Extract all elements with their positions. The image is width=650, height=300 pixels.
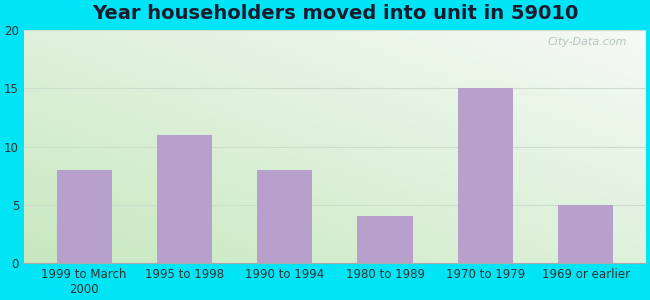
Title: Year householders moved into unit in 59010: Year householders moved into unit in 590… — [92, 4, 578, 23]
Bar — [458, 88, 513, 263]
Bar — [358, 216, 413, 263]
Text: City-Data.com: City-Data.com — [548, 37, 627, 47]
Bar — [157, 135, 212, 263]
Bar — [558, 205, 613, 263]
Bar — [57, 170, 112, 263]
Bar — [257, 170, 312, 263]
